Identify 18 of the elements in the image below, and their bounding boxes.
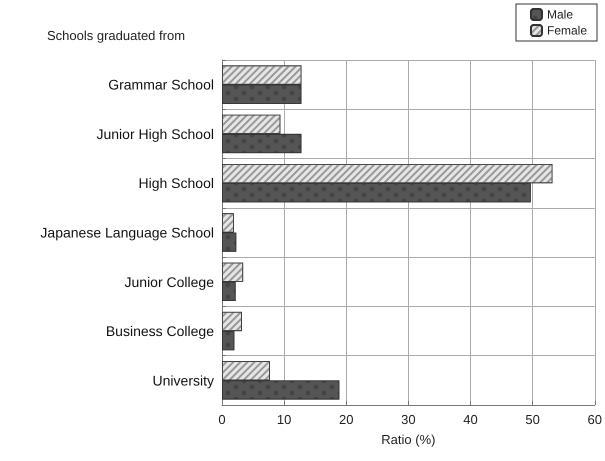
y-tick-label: University bbox=[152, 372, 214, 388]
y-tick-label: Junior High School bbox=[96, 126, 214, 142]
x-tick-label: 40 bbox=[463, 412, 478, 427]
x-tick-label: 30 bbox=[401, 412, 416, 427]
x-tick-label: 50 bbox=[525, 412, 540, 427]
x-tick-label: 10 bbox=[276, 412, 292, 427]
y-tick-label: Business College bbox=[106, 323, 214, 340]
y-tick-label: High School bbox=[138, 175, 214, 192]
x-tick-label: 0 bbox=[218, 412, 226, 427]
x-tick-label: 20 bbox=[339, 412, 354, 427]
text: Schools graduated from bbox=[47, 28, 186, 43]
y-tick-label: Grammar School bbox=[108, 76, 214, 93]
x-tick-label: 60 bbox=[588, 412, 602, 427]
y-tick-label: Japanese Language School bbox=[40, 224, 214, 240]
legend-label: Male bbox=[546, 8, 574, 22]
y-tick-label: Junior College bbox=[124, 274, 214, 290]
legend-label: Female bbox=[546, 24, 588, 38]
x-axis-title: Ratio (%) bbox=[381, 432, 436, 447]
